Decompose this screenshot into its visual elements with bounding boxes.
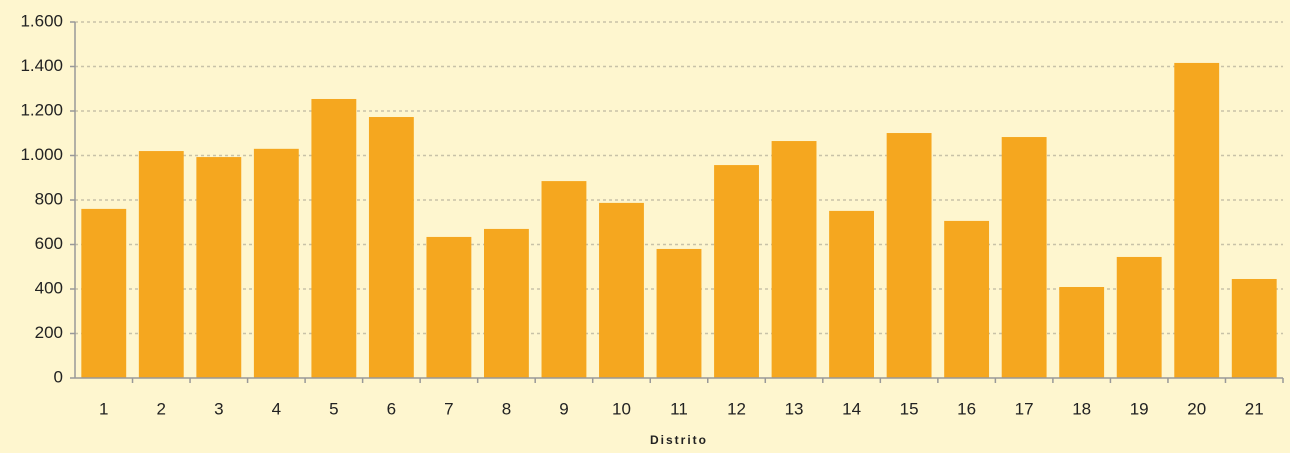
bar [368, 117, 414, 378]
bar [886, 133, 932, 378]
bar [426, 236, 472, 378]
y-tick-label: 0 [54, 367, 63, 386]
x-tick-label: 5 [329, 399, 338, 418]
bar [253, 148, 299, 378]
y-tick-label: 800 [35, 189, 63, 208]
x-tick-label: 9 [559, 399, 568, 418]
x-tick-label: 1 [99, 399, 108, 418]
y-tick-label: 600 [35, 234, 63, 253]
x-tick-label: 11 [670, 399, 688, 418]
bar [1001, 137, 1047, 378]
x-tick-label: 19 [1130, 399, 1149, 418]
bar [81, 208, 127, 378]
x-tick-label: 7 [444, 399, 453, 418]
y-tick-label: 1.600 [20, 11, 63, 30]
y-tick-label: 1.200 [20, 100, 63, 119]
bar [138, 151, 184, 378]
bar [599, 202, 644, 378]
bar [1116, 256, 1162, 378]
x-axis-title: Distrito [650, 433, 708, 447]
x-tick-label: 4 [272, 399, 281, 418]
bar [1174, 62, 1220, 378]
y-tick-label: 200 [35, 323, 63, 342]
bar [541, 181, 587, 378]
bar [656, 248, 702, 378]
x-tick-label: 14 [842, 399, 861, 418]
x-tick-label: 15 [900, 399, 919, 418]
bar [944, 220, 990, 378]
bar [1231, 278, 1277, 378]
bar [771, 141, 817, 378]
x-tick-label: 2 [157, 399, 166, 418]
x-tick-label: 20 [1187, 399, 1206, 418]
y-tick-label: 1.400 [20, 56, 63, 75]
x-tick-label: 10 [612, 399, 631, 418]
bar [311, 98, 357, 379]
bar [196, 157, 242, 378]
bar [714, 165, 759, 378]
x-tick-label: 16 [957, 399, 976, 418]
x-tick-label: 12 [727, 399, 746, 418]
x-tick-label: 17 [1015, 399, 1034, 418]
x-tick-label: 6 [387, 399, 396, 418]
y-tick-label: 400 [35, 278, 63, 297]
bar [483, 228, 529, 378]
y-tick-label: 1.000 [20, 145, 63, 164]
bar [829, 210, 875, 378]
x-tick-label: 3 [214, 399, 223, 418]
x-tick-label: 8 [502, 399, 511, 418]
x-tick-label: 18 [1072, 399, 1091, 418]
x-tick-label: 21 [1245, 399, 1264, 418]
bar [1059, 286, 1105, 378]
x-tick-label: 13 [785, 399, 804, 418]
